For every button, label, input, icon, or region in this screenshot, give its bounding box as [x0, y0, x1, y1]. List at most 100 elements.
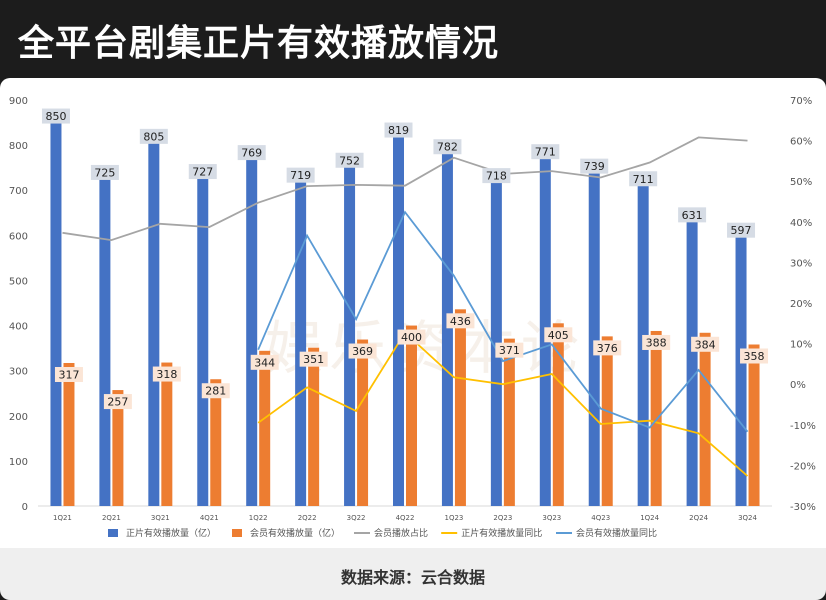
bar-member: [503, 338, 515, 506]
data-label: 631: [682, 209, 703, 222]
y2-tick-label: 60%: [790, 137, 812, 148]
bar-total: [50, 122, 62, 507]
x-tick-label: 4Q22: [396, 514, 415, 522]
y2-tick-label: -10%: [790, 421, 816, 432]
bar-member: [161, 362, 173, 506]
data-label-bg: [691, 336, 720, 352]
data-label-bg: [237, 145, 266, 161]
data-label: 376: [597, 342, 618, 355]
data-label: 388: [646, 336, 667, 349]
data-label-bg: [41, 108, 70, 124]
series-line-0: [62, 136, 748, 242]
bar-total: [197, 178, 209, 506]
page-title: 全平台剧集正片有效播放情况: [18, 23, 500, 64]
data-label: 752: [339, 154, 360, 167]
y2-tick-label: -20%: [790, 461, 816, 472]
x-tick-label: 1Q24: [640, 514, 659, 522]
bar-total: [295, 181, 307, 506]
y2-tick-label: 70%: [790, 96, 812, 107]
data-label-bg: [433, 139, 462, 155]
data-label: 371: [499, 344, 520, 357]
data-source: 数据来源：云合数据: [340, 568, 485, 587]
y-tick-label: 500: [9, 276, 28, 287]
data-label-bg: [335, 152, 364, 168]
x-tick-label: 4Q23: [591, 514, 610, 522]
data-label: 771: [535, 146, 556, 159]
header: 全平台剧集正片有效播放情况: [0, 0, 826, 78]
data-label-bg: [250, 354, 279, 370]
data-label: 384: [695, 338, 716, 351]
data-label: 727: [192, 166, 213, 179]
legend-label: 正片有效播放量（亿）: [126, 527, 216, 539]
data-label-bg: [678, 207, 707, 223]
data-label-bg: [201, 383, 230, 399]
data-label: 400: [401, 331, 422, 344]
bar-member: [63, 362, 75, 506]
data-label-bg: [397, 329, 426, 345]
data-label-bg: [446, 313, 475, 329]
data-label: 739: [584, 160, 605, 173]
data-label: 711: [633, 173, 654, 186]
data-label: 405: [548, 329, 569, 342]
x-tick-label: 2Q24: [689, 514, 708, 522]
data-label-bg: [299, 351, 328, 367]
data-label-bg: [642, 334, 671, 350]
data-label: 358: [744, 350, 765, 363]
legend-label: 会员有效播放量（亿）: [250, 527, 340, 539]
data-label-bg: [531, 144, 560, 160]
bar-member: [601, 336, 613, 506]
y2-tick-label: 30%: [790, 258, 812, 269]
y2-tick-label: 50%: [790, 177, 812, 188]
x-tick-label: 4Q21: [200, 514, 219, 522]
bar-member: [308, 347, 320, 506]
data-label: 597: [731, 224, 752, 237]
legend-label: 会员有效播放量同比: [576, 527, 657, 539]
bar-total: [441, 153, 453, 506]
bar-total: [148, 142, 160, 506]
series-line-2: [257, 210, 749, 433]
bar-total: [393, 136, 404, 506]
x-tick-label: 2Q22: [298, 514, 317, 522]
bar-member: [699, 332, 711, 506]
data-label: 369: [352, 345, 373, 358]
data-label: 718: [486, 170, 507, 183]
bar-member: [357, 339, 369, 506]
bar-member: [650, 330, 662, 506]
legend-swatch: [232, 529, 242, 537]
data-label: 850: [45, 110, 66, 123]
x-tick-label: 1Q22: [249, 514, 268, 522]
data-label-bg: [188, 164, 217, 180]
data-label-bg: [593, 340, 622, 356]
data-label: 317: [58, 368, 79, 381]
bar-total: [588, 172, 600, 506]
x-tick-label: 3Q21: [151, 514, 170, 522]
data-label-bg: [103, 394, 132, 410]
y2-tick-label: 20%: [790, 299, 812, 310]
data-label-bg: [348, 343, 377, 359]
y-tick-label: 400: [9, 322, 28, 333]
x-tick-label: 1Q23: [444, 514, 463, 522]
data-label: 819: [388, 124, 409, 137]
data-label-bg: [482, 168, 511, 184]
y2-tick-label: -30%: [790, 502, 816, 513]
data-label: 769: [241, 147, 262, 160]
data-label: 351: [303, 353, 324, 366]
y2-tick-label: 10%: [790, 340, 812, 351]
y-tick-label: 200: [9, 412, 28, 423]
y-tick-label: 800: [9, 141, 28, 152]
bar-member: [406, 325, 417, 506]
y-tick-label: 0: [22, 502, 28, 513]
data-label-bg: [495, 342, 524, 358]
legend-label: 正片有效播放量同比: [461, 527, 542, 539]
data-label-bg: [544, 327, 573, 343]
y2-tick-label: 0%: [790, 380, 806, 391]
chart: 娱乐资本论0100200300400500600700800900-30%-20…: [9, 96, 816, 539]
y-tick-label: 700: [9, 186, 28, 197]
x-tick-label: 1Q21: [53, 514, 72, 522]
y-tick-label: 600: [9, 231, 28, 242]
data-label: 725: [94, 166, 115, 179]
bar-member: [748, 344, 760, 506]
bar-member: [454, 309, 466, 506]
bar-total: [246, 159, 258, 506]
data-label: 782: [437, 141, 458, 154]
